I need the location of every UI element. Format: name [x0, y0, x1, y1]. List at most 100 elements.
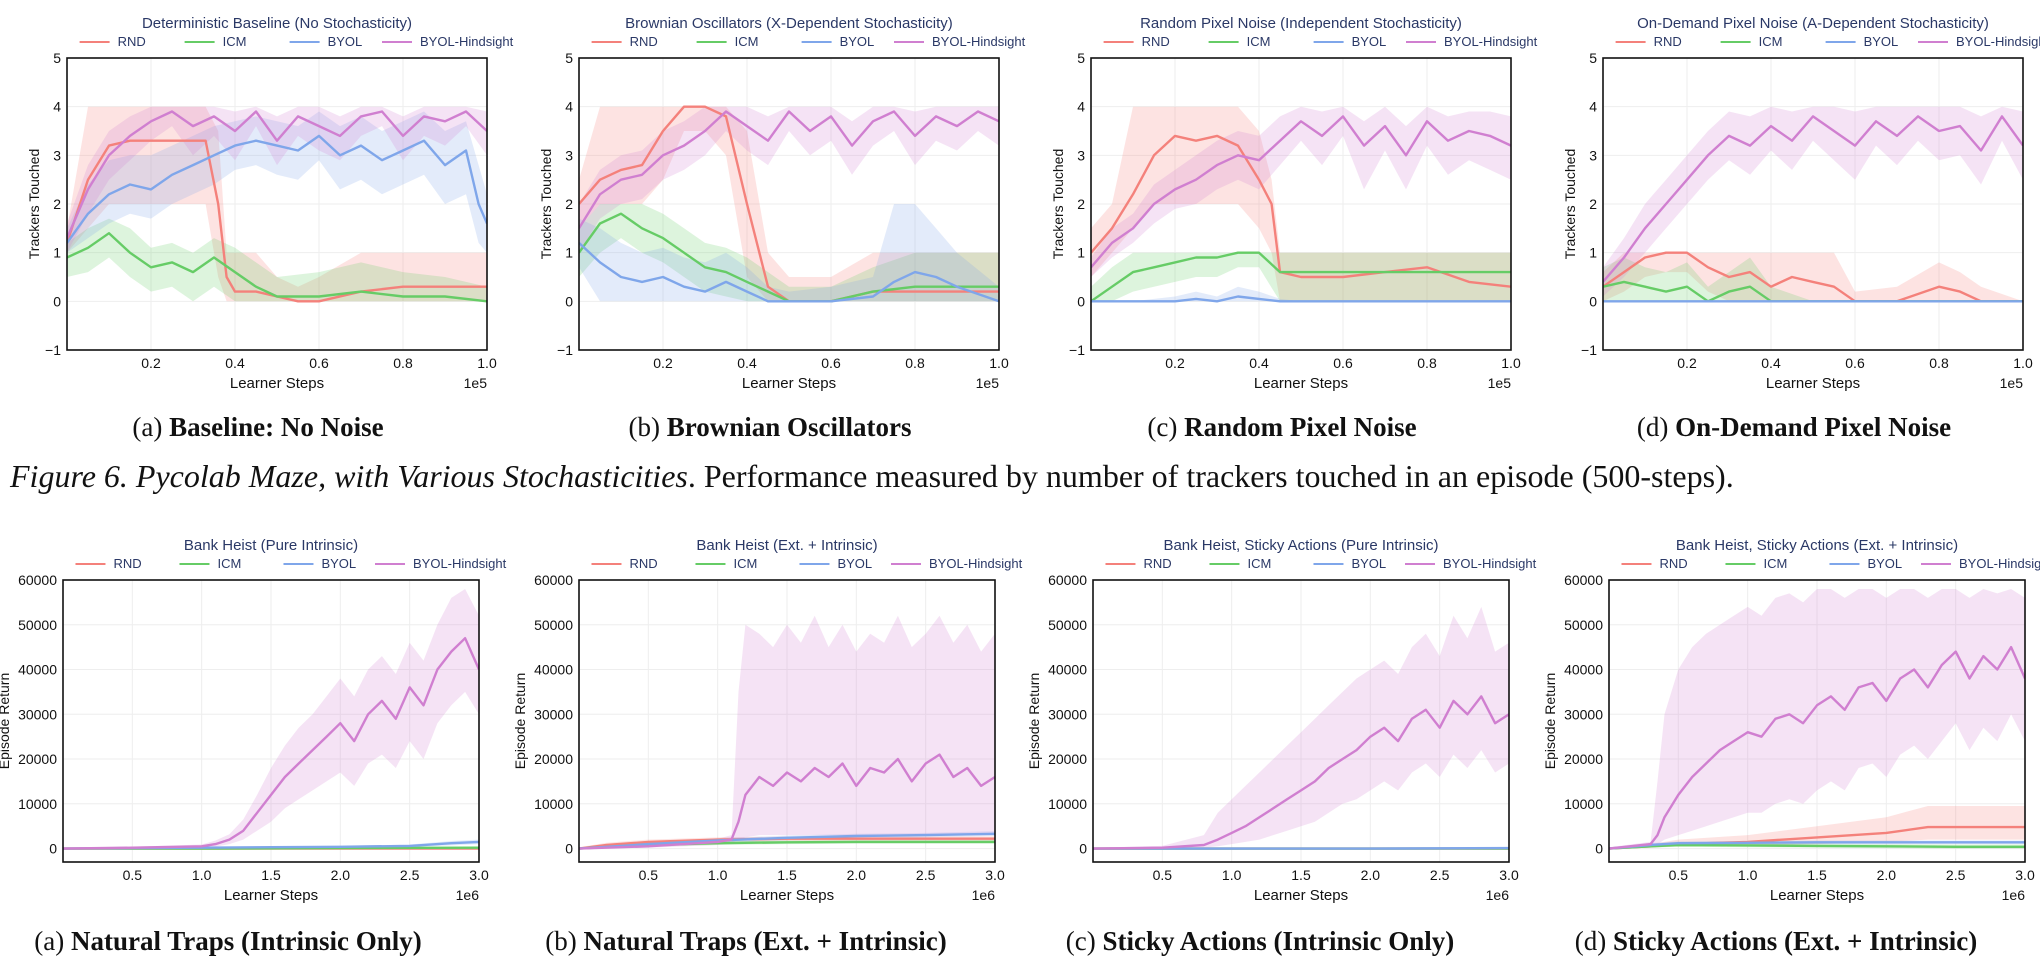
x-tick-label: 1.0: [192, 867, 212, 883]
x-tick-label: 0.6: [309, 355, 329, 371]
x-tick-label: 1.0: [989, 355, 1009, 371]
x-tick-label: 0.2: [1165, 355, 1185, 371]
chart-title: Bank Heist (Ext. + Intrinsic): [696, 537, 877, 554]
y-tick-label: 10000: [1564, 796, 1603, 812]
y-tick-label: 30000: [18, 706, 57, 722]
legend-label-icm: ICM: [1247, 556, 1271, 571]
line-byol-hindsight: [1093, 695, 1509, 850]
x-tick-label: 3.0: [469, 867, 489, 883]
plot-frame: [1602, 57, 2024, 351]
legend-label-byol-hindsight: BYOL-Hindsight: [420, 34, 514, 49]
chart-title: On-Demand Pixel Noise (A-Dependent Stoch…: [1637, 15, 1989, 32]
y-tick-label: −1: [1069, 342, 1085, 358]
y-tick-label: 40000: [534, 662, 573, 678]
band-rnd: [579, 106, 999, 302]
band-rnd: [1091, 106, 1511, 302]
y-tick-label: 5: [53, 50, 61, 66]
x-tick-label: 1.5: [1807, 867, 1827, 883]
y-tick-label: −1: [557, 342, 573, 358]
legend-label-icm: ICM: [1247, 34, 1271, 49]
plot-frame: [578, 57, 1000, 351]
y-tick-label: 0: [1079, 841, 1087, 857]
legend-label-icm: ICM: [1759, 34, 1783, 49]
x-tick-label: 2.0: [1877, 867, 1897, 883]
y-tick-label: 40000: [1564, 662, 1603, 678]
chart-panel-7: 0.5 1.0 1.5 2.0 2.5 3.0 0 10000 20000 30000 40000 5…: [1026, 537, 1537, 904]
y-tick-label: 20000: [534, 751, 573, 767]
x-tick-label: 1.0: [1501, 355, 1521, 371]
band-rnd: [1603, 252, 2023, 302]
y-tick-label: 50000: [18, 617, 57, 633]
y-tick-label: 0: [565, 293, 573, 309]
line-byol-hindsight: [63, 637, 479, 850]
y-tick-label: 0: [49, 841, 57, 857]
subcaption-fig6-c: (c) Random Pixel Noise: [1147, 412, 1417, 442]
band-rnd: [1609, 806, 2025, 849]
x-tick-label: 1.0: [708, 867, 728, 883]
x-axis-label: Learner Steps: [1254, 887, 1348, 904]
band-byol-hindsight: [579, 615, 995, 849]
band-icm: [67, 218, 487, 302]
line-rnd: [1603, 251, 2023, 303]
legend-label-byol: BYOL: [321, 556, 356, 571]
legend-label-rnd: RND: [1142, 34, 1170, 49]
x-axis-label: Learner Steps: [1766, 375, 1860, 392]
legend-label-icm: ICM: [223, 34, 247, 49]
y-axis-label: Episode Return: [0, 673, 12, 770]
x-tick-label: 0.6: [1845, 355, 1865, 371]
x-axis-label: Learner Steps: [230, 375, 324, 392]
x-axis-label: Learner Steps: [740, 887, 834, 904]
legend-label-rnd: RND: [118, 34, 146, 49]
line-rnd: [1091, 134, 1511, 288]
y-tick-label: 0: [1077, 293, 1085, 309]
legend-label-icm: ICM: [1763, 556, 1787, 571]
band-byol-hindsight: [1609, 589, 2025, 849]
line-byol: [1091, 295, 1511, 303]
band-icm: [1603, 257, 2023, 302]
y-tick-label: 60000: [1564, 572, 1603, 588]
chart-title: Bank Heist (Pure Intrinsic): [184, 537, 358, 554]
x-tick-label: 3.0: [2015, 867, 2035, 883]
x-multiplier: 1e6: [2002, 887, 2026, 903]
y-tick-label: 2: [53, 196, 61, 212]
subcaption-fig7-d: (d) Sticky Actions (Ext. + Intrinsic): [1574, 926, 1978, 956]
y-tick-label: 60000: [1048, 572, 1087, 588]
legend-label-byol-hindsight: BYOL-Hindsight: [1443, 556, 1537, 571]
band-byol: [1091, 286, 1511, 302]
legend-label-rnd: RND: [629, 556, 657, 571]
x-tick-label: 0.2: [1677, 355, 1697, 371]
y-axis-label: Episode Return: [512, 673, 528, 770]
y-tick-label: 2: [1077, 196, 1085, 212]
legend-label-rnd: RND: [1143, 556, 1171, 571]
x-tick-label: 2.0: [331, 867, 351, 883]
x-axis-label: Learner Steps: [1254, 375, 1348, 392]
y-tick-label: 4: [1589, 99, 1597, 115]
y-tick-label: −1: [45, 342, 61, 358]
band-byol: [67, 111, 487, 253]
x-tick-label: 1.0: [1222, 867, 1242, 883]
chart-panel-8: 0.5 1.0 1.5 2.0 2.5 3.0 0 10000 20000 30000 40000 5…: [1542, 537, 2040, 904]
band-byol-hindsight: [1091, 106, 1511, 277]
legend-label-byol: BYOL: [837, 556, 872, 571]
x-tick-label: 1.0: [1738, 867, 1758, 883]
legend-label-byol-hindsight: BYOL-Hindsight: [929, 556, 1023, 571]
chart-panel-4: 0.2 0.4 0.6 0.8 1.0 −1 0 1 2 3 4 5 1e5 Learner Steps T…: [1562, 15, 2040, 392]
x-multiplier: 1e5: [464, 375, 488, 391]
x-multiplier: 1e5: [1488, 375, 1512, 391]
y-tick-label: 0: [53, 293, 61, 309]
legend-label-icm: ICM: [735, 34, 759, 49]
chart-panel-3: 0.2 0.4 0.6 0.8 1.0 −1 0 1 2 3 4 5 1e5 Learner Steps T…: [1050, 15, 1538, 392]
legend-label-byol: BYOL: [1864, 34, 1899, 49]
x-axis-label: Learner Steps: [1770, 887, 1864, 904]
line-byol: [1609, 841, 2025, 850]
chart-title: Random Pixel Noise (Independent Stochast…: [1140, 15, 1462, 32]
x-tick-label: 0.8: [393, 355, 413, 371]
chart-panel-1: 0.2 0.4 0.6 0.8 1.0 −1 0 1 2 3 4 5 1e5 Learner Steps T…: [26, 15, 514, 392]
legend-label-rnd: RND: [1659, 556, 1687, 571]
y-tick-label: −1: [1581, 342, 1597, 358]
y-tick-label: 1: [1077, 245, 1085, 261]
y-tick-label: 3: [1077, 147, 1085, 163]
y-tick-label: 10000: [534, 796, 573, 812]
y-tick-label: 10000: [1048, 796, 1087, 812]
